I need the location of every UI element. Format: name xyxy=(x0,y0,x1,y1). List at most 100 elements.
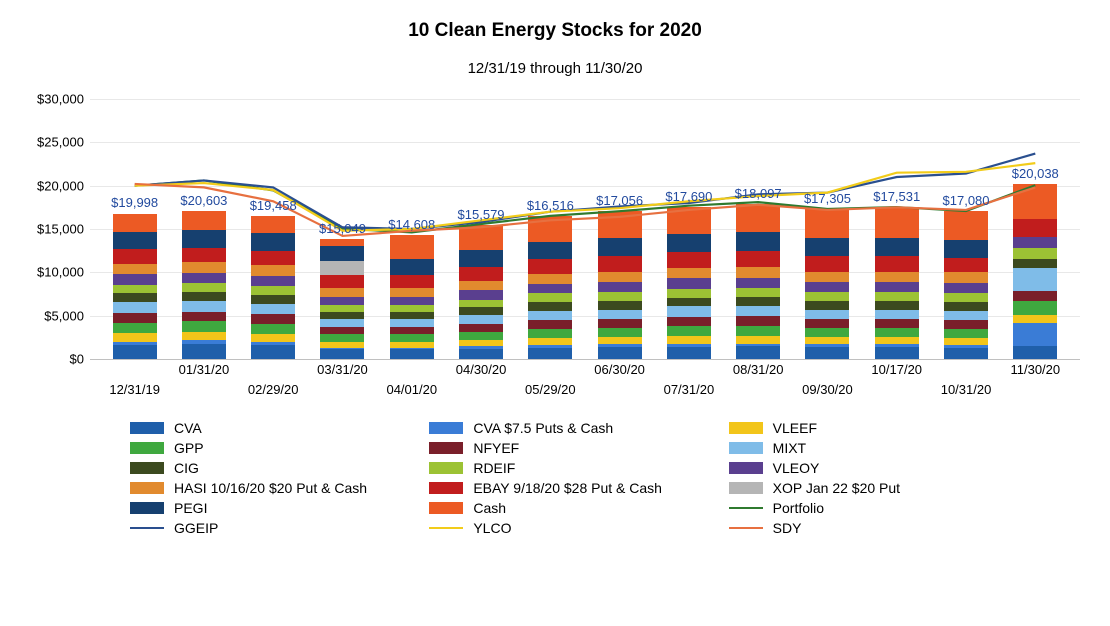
stacked-bar xyxy=(528,216,572,359)
bar-segment xyxy=(944,272,988,282)
bar-segment xyxy=(667,278,711,288)
bar-segment xyxy=(944,311,988,321)
bar-segment xyxy=(944,283,988,293)
bar-value-label: $17,056 xyxy=(596,193,643,208)
legend-label: Portfolio xyxy=(773,500,824,516)
x-tick-label: 10/17/20 xyxy=(871,362,922,377)
stacked-bar xyxy=(1013,184,1057,359)
bar-segment xyxy=(805,238,849,256)
bar-segment xyxy=(113,313,157,323)
bar-segment xyxy=(875,282,919,292)
bar-slot xyxy=(931,211,1000,359)
x-tick-label: 06/30/20 xyxy=(594,362,645,377)
bar-slot xyxy=(377,235,446,359)
legend-line-swatch xyxy=(130,527,164,530)
y-tick-label: $25,000 xyxy=(37,135,84,150)
stacked-bar xyxy=(736,204,780,359)
bar-segment xyxy=(182,332,226,341)
bar-segment xyxy=(598,310,642,320)
bar-segment xyxy=(182,312,226,322)
bar-segment xyxy=(1013,248,1057,258)
bar-segment xyxy=(113,274,157,284)
bar-segment xyxy=(182,273,226,283)
bar-segment xyxy=(390,305,434,312)
bar-segment xyxy=(805,328,849,338)
bar-segment xyxy=(320,334,364,342)
bar-value-label: $18,097 xyxy=(735,186,782,201)
legend-item: CVA xyxy=(130,420,421,436)
bar-segment xyxy=(113,302,157,313)
bar-segment xyxy=(528,284,572,294)
legend-box-swatch xyxy=(130,482,164,494)
bar-segment xyxy=(390,312,434,319)
bar-segment xyxy=(320,275,364,288)
bar-segment xyxy=(598,256,642,271)
x-tick-label: 12/31/19 xyxy=(109,382,160,397)
bar-segment xyxy=(875,347,919,359)
bar-segment xyxy=(667,326,711,336)
legend-box-swatch xyxy=(429,442,463,454)
bar-segment xyxy=(598,319,642,328)
legend-item: XOP Jan 22 $20 Put xyxy=(729,480,1020,496)
bar-segment xyxy=(1013,301,1057,315)
bar-segment xyxy=(805,319,849,328)
bar-segment xyxy=(736,336,780,344)
bar-segment xyxy=(459,290,503,300)
bar-segment xyxy=(667,298,711,307)
stacked-bar xyxy=(944,211,988,359)
bar-segment xyxy=(736,316,780,326)
bar-segment xyxy=(251,233,295,250)
bar-segment xyxy=(667,252,711,268)
bar-segment xyxy=(320,288,364,297)
bar-segment xyxy=(251,295,295,304)
bar-slot xyxy=(239,216,308,359)
bar-slot xyxy=(100,214,169,359)
legend-box-swatch xyxy=(729,482,763,494)
bar-segment xyxy=(251,334,295,342)
bar-segment xyxy=(390,349,434,359)
bar-segment xyxy=(805,292,849,301)
legend-label: Cash xyxy=(473,500,506,516)
bar-segment xyxy=(944,211,988,240)
bar-segment xyxy=(251,251,295,266)
bar-segment xyxy=(528,348,572,359)
legend-box-swatch xyxy=(429,502,463,514)
bar-segment xyxy=(251,276,295,286)
bar-segment xyxy=(390,259,434,275)
x-tick-label: 03/31/20 xyxy=(317,362,368,377)
bar-segment xyxy=(1013,219,1057,237)
bar-segment xyxy=(944,338,988,345)
bar-segment xyxy=(598,238,642,256)
legend-box-swatch xyxy=(729,422,763,434)
bar-segment xyxy=(944,302,988,311)
bar-segment xyxy=(875,310,919,320)
stacked-bar xyxy=(598,211,642,359)
bar-segment xyxy=(875,238,919,256)
stacked-bar xyxy=(875,207,919,359)
bar-segment xyxy=(182,248,226,263)
x-tick-label: 05/29/20 xyxy=(525,382,576,397)
bar-value-label: $15,579 xyxy=(458,207,505,222)
bar-segment xyxy=(182,262,226,272)
bar-slot xyxy=(793,209,862,359)
bar-segment xyxy=(875,207,919,238)
bar-segment xyxy=(251,286,295,295)
bar-segment xyxy=(459,281,503,291)
legend-item: VLEEF xyxy=(729,420,1020,436)
legend-box-swatch xyxy=(729,442,763,454)
bar-segment xyxy=(805,256,849,271)
bar-segment xyxy=(736,346,780,359)
legend-item: EBAY 9/18/20 $28 Put & Cash xyxy=(429,480,720,496)
bar-segment xyxy=(805,272,849,282)
bar-segment xyxy=(1013,315,1057,324)
legend-item: CIG xyxy=(130,460,421,476)
bar-segment xyxy=(598,347,642,359)
legend-line-swatch xyxy=(729,507,763,510)
legend-box-swatch xyxy=(429,482,463,494)
x-tick-label: 10/31/20 xyxy=(941,382,992,397)
legend-label: YLCO xyxy=(473,520,511,536)
stacked-bar xyxy=(113,214,157,359)
bar-segment xyxy=(598,328,642,338)
bar-segment xyxy=(459,250,503,266)
x-tick-label: 09/30/20 xyxy=(802,382,853,397)
